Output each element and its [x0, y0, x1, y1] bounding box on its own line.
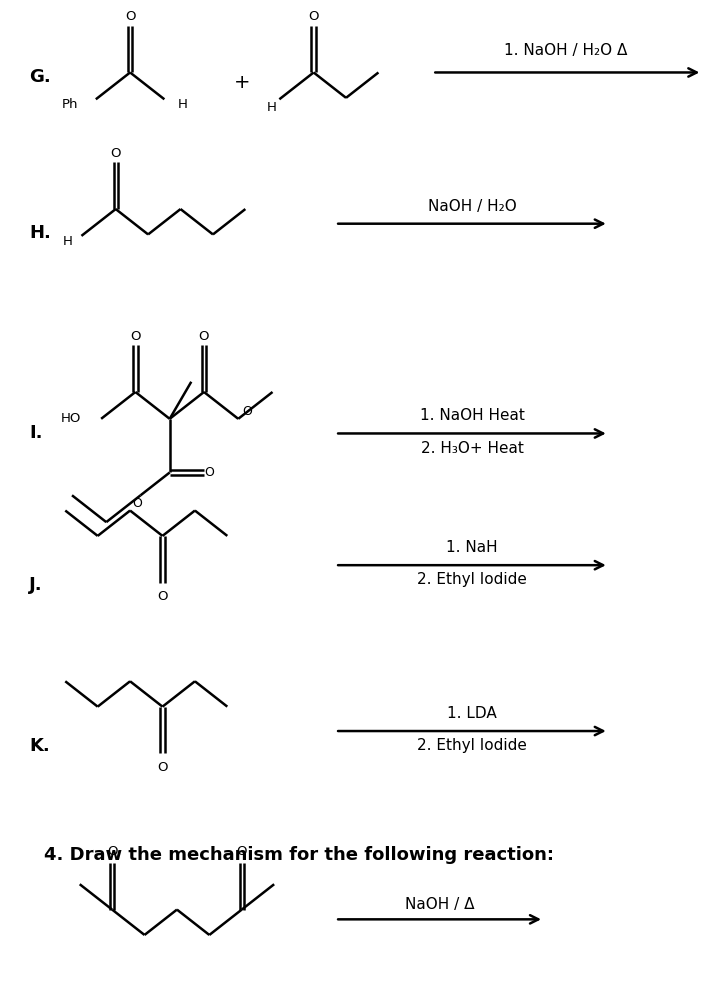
Text: H.: H.	[29, 224, 51, 242]
Text: O: O	[157, 761, 167, 773]
Text: 1. NaOH Heat: 1. NaOH Heat	[419, 408, 524, 423]
Text: O: O	[107, 844, 117, 857]
Text: G.: G.	[29, 68, 51, 87]
Text: O: O	[242, 404, 252, 417]
Text: K.: K.	[29, 737, 50, 755]
Text: 2. Ethyl Iodide: 2. Ethyl Iodide	[417, 573, 527, 587]
Text: J.: J.	[29, 576, 43, 593]
Text: 1. LDA: 1. LDA	[447, 706, 496, 721]
Text: O: O	[309, 11, 319, 24]
Text: O: O	[132, 497, 142, 510]
Text: H: H	[178, 97, 187, 110]
Text: O: O	[199, 330, 209, 342]
Text: 4. Draw the mechanism for the following reaction:: 4. Draw the mechanism for the following …	[44, 846, 554, 864]
Text: H: H	[63, 235, 73, 248]
Text: 2. Ethyl Iodide: 2. Ethyl Iodide	[417, 738, 527, 753]
Text: O: O	[111, 147, 121, 160]
Text: O: O	[205, 466, 214, 479]
Text: +: +	[234, 73, 250, 92]
Text: H: H	[267, 100, 277, 113]
Text: NaOH / Δ: NaOH / Δ	[405, 897, 475, 912]
Text: Ph: Ph	[61, 97, 78, 110]
Text: I.: I.	[29, 424, 43, 443]
Text: 2. H₃O+ Heat: 2. H₃O+ Heat	[421, 441, 523, 456]
Text: HO: HO	[60, 412, 81, 425]
Text: O: O	[125, 11, 135, 24]
Text: O: O	[157, 589, 167, 603]
Text: O: O	[237, 844, 247, 857]
Text: O: O	[130, 330, 141, 342]
Text: NaOH / H₂O: NaOH / H₂O	[427, 199, 516, 214]
Text: 1. NaOH / H₂O Δ: 1. NaOH / H₂O Δ	[504, 42, 628, 57]
Text: 1. NaH: 1. NaH	[446, 540, 498, 555]
